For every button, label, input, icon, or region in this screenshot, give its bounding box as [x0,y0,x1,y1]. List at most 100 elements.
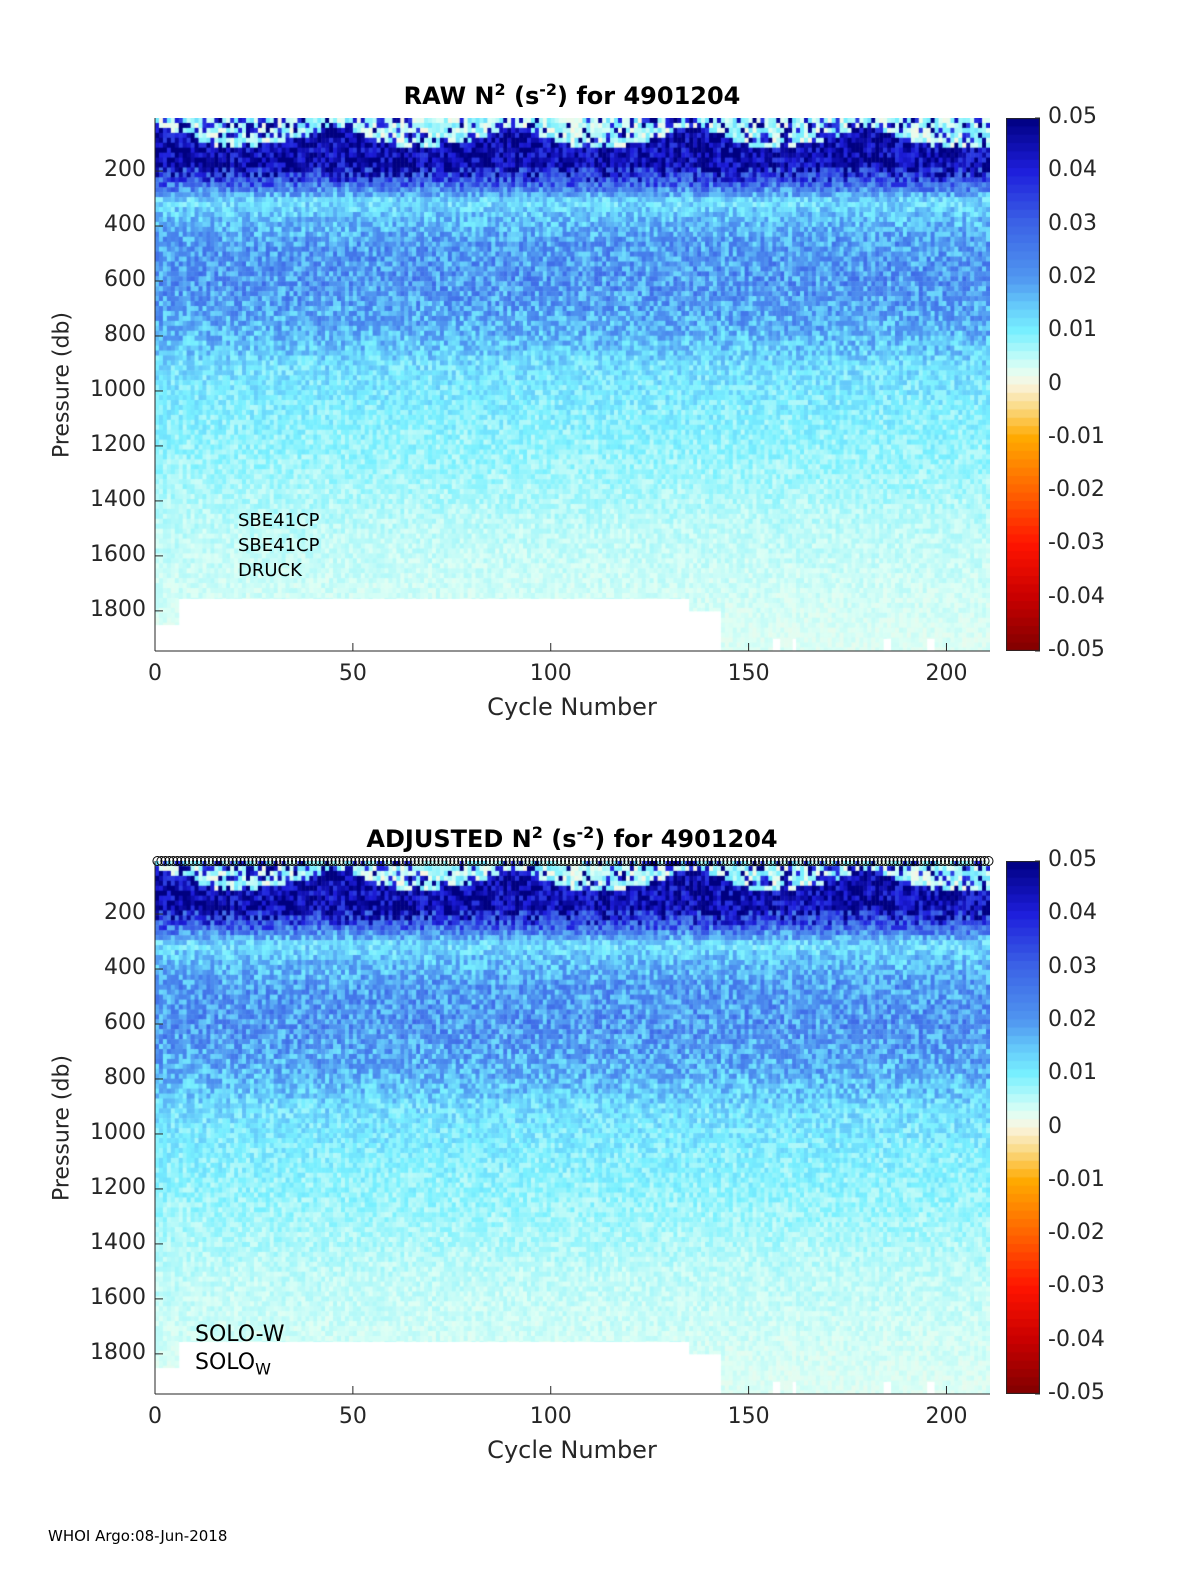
qc-marker [346,856,357,866]
x-tick-label: 150 [727,1404,770,1429]
qc-marker [943,856,954,866]
qc-marker [769,856,780,866]
qc-marker [152,856,163,866]
qc-marker [279,856,290,866]
qc-marker [306,856,317,866]
title-part: ) for 4901204 [557,82,741,110]
qc-marker [548,856,559,866]
y-tick-label: 1000 [90,376,146,402]
qc-marker [635,856,646,866]
qc-marker [951,856,962,866]
qc-marker [524,856,535,866]
qc-marker [579,856,590,866]
qc-marker [975,856,986,866]
qc-marker [389,856,400,866]
qc-marker [833,856,844,866]
qc-marker [290,856,301,866]
qc-marker [215,856,226,866]
annotation-line: SBE41CP [238,510,320,531]
y-tick-label: 1600 [90,541,146,567]
qc-marker [730,856,741,866]
qc-marker [773,856,784,866]
qc-marker [330,856,341,866]
colorbar-tick-label: 0.02 [1048,1006,1097,1032]
qc-marker [825,856,836,866]
qc-marker [698,856,709,866]
colorbar-tick-label: -0.05 [1048,1380,1105,1405]
qc-marker [805,856,816,866]
qc-marker [457,856,468,866]
qc-marker [587,856,598,866]
y-tick-label: 600 [104,267,146,292]
qc-marker [583,856,594,866]
qc-marker [294,856,305,866]
qc-marker [160,856,171,866]
qc-marker [532,856,543,866]
qc-marker [334,856,345,866]
qc-marker [611,856,622,866]
qc-marker [461,856,472,866]
qc-marker [658,856,669,866]
qc-marker [947,856,958,866]
qc-marker [449,856,460,866]
qc-marker [631,856,642,866]
qc-marker [298,856,309,866]
qc-marker [916,856,927,866]
title-part: 2 [531,823,543,842]
y-axis-label: Pressure (db) [49,1054,75,1202]
colorbar-tick-label: -0.05 [1048,637,1105,662]
qc-marker [184,856,195,866]
qc-marker [247,856,258,866]
qc-marker [231,856,242,866]
qc-marker [722,856,733,866]
colorbar-tick-label: 0.05 [1048,847,1097,872]
qc-marker [370,856,381,866]
qc-marker [378,856,389,866]
qc-marker [848,856,859,866]
qc-marker [287,856,298,866]
qc-marker [892,856,903,866]
qc-marker [738,856,749,866]
qc-marker [750,856,761,866]
x-axis-label: Cycle Number [487,1436,657,1464]
qc-marker [310,856,321,866]
qc-marker [453,856,464,866]
qc-marker [860,856,871,866]
colorbar-tick-label: -0.02 [1048,1220,1105,1246]
qc-marker [793,856,804,866]
qc-marker [469,856,480,866]
qc-marker [251,856,262,866]
colorbar [1006,118,1040,651]
qc-marker [924,856,935,866]
qc-marker [591,856,602,866]
qc-marker [156,856,167,866]
y-tick-label: 1600 [90,1284,146,1310]
qc-marker [393,856,404,866]
qc-marker [690,856,701,866]
qc-marker [963,856,974,866]
qc-marker [694,856,705,866]
qc-marker [508,856,519,866]
qc-marker [235,856,246,866]
qc-marker [753,856,764,866]
qc-marker [742,856,753,866]
qc-marker [326,856,337,866]
heatmap-cells [155,118,990,651]
y-tick-label: 1200 [90,431,146,457]
qc-marker [219,856,230,866]
qc-marker [465,856,476,866]
colorbar-tick-label: -0.02 [1048,477,1105,503]
qc-marker [710,856,721,866]
qc-marker [607,856,618,866]
qc-marker [908,856,919,866]
footer-text: WHOI Argo:08-Jun-2018 [48,1527,228,1545]
annotation-line: SOLO-W [195,1322,285,1347]
qc-marker [199,856,210,866]
colorbar-tick-label: -0.01 [1048,1166,1105,1192]
qc-marker [912,856,923,866]
qc-marker [983,856,994,866]
y-tick-label: 200 [104,157,146,183]
qc-marker [560,856,571,866]
title-part: -2 [576,823,595,842]
qc-marker [425,856,436,866]
